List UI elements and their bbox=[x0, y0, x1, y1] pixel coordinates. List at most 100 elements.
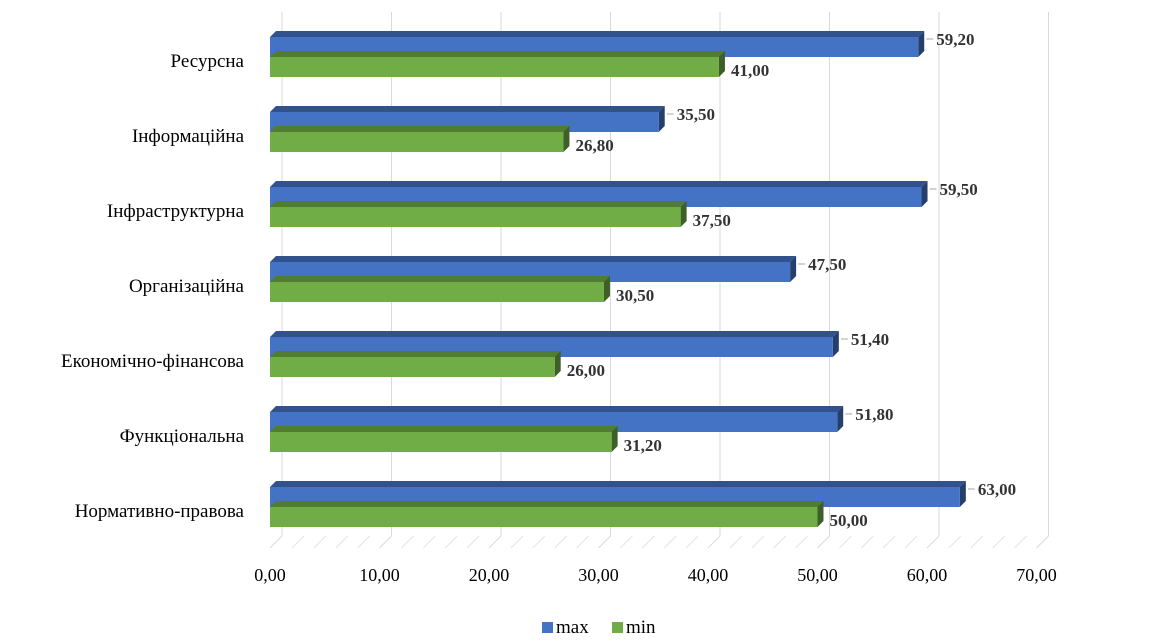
bar-side-min bbox=[680, 201, 687, 227]
bar-top-max bbox=[270, 256, 797, 262]
bar-side-min bbox=[817, 501, 824, 527]
bar-top-max bbox=[270, 181, 928, 187]
category-label: Інфраструктурна bbox=[107, 201, 245, 222]
legend: max min bbox=[542, 617, 656, 638]
bar-min bbox=[270, 282, 604, 302]
bar-top-max bbox=[270, 31, 925, 37]
bar-side-max bbox=[921, 181, 928, 207]
bar-top-min bbox=[270, 276, 610, 282]
bar-side-min bbox=[554, 351, 561, 377]
data-label-min: 30,50 bbox=[616, 286, 654, 305]
x-tick-labels: 0,00 10,00 20,00 30,00 40,00 50,00 60,00 70,00 bbox=[254, 565, 1057, 585]
gridline-floor-minor bbox=[685, 535, 699, 549]
gridline-floor-minor bbox=[532, 535, 546, 549]
gridline-floor-minor bbox=[401, 535, 414, 549]
bar-top-min bbox=[270, 426, 618, 432]
gridline-floor-minor bbox=[839, 535, 852, 549]
gridline-floor-minor bbox=[620, 535, 633, 549]
category-label: Інформаційна bbox=[132, 126, 245, 147]
gridline-floor-minor bbox=[357, 535, 370, 549]
gridline-floor-minor bbox=[992, 535, 1006, 549]
bar-side-max bbox=[832, 331, 839, 357]
bar-top-max bbox=[270, 106, 665, 112]
bar-top-max bbox=[270, 331, 839, 337]
gridline-floor-minor bbox=[948, 535, 962, 549]
data-label-max: 63,00 bbox=[978, 480, 1016, 499]
category-label: Ресурсна bbox=[171, 51, 245, 72]
gridline-floor-minor bbox=[335, 535, 349, 549]
legend-swatch-max bbox=[542, 622, 553, 633]
gridline-floor-minor bbox=[860, 535, 874, 549]
bar-top-min bbox=[270, 501, 824, 507]
gridline-floor-minor bbox=[970, 535, 984, 549]
bar-side-max bbox=[918, 31, 925, 57]
data-label-min: 31,20 bbox=[624, 436, 662, 455]
data-label-max: 35,50 bbox=[677, 105, 715, 124]
gridline-floor-minor bbox=[663, 535, 677, 549]
gridline-floor bbox=[926, 535, 940, 549]
gridline-floor bbox=[817, 535, 830, 549]
category-label: Нормативно-правова bbox=[75, 501, 245, 522]
gridline-floor-minor bbox=[751, 535, 765, 549]
x-tick-label: 50,00 bbox=[797, 565, 838, 585]
x-tick-label: 30,00 bbox=[578, 565, 619, 585]
data-label-max: 51,40 bbox=[851, 330, 889, 349]
bar-side-max bbox=[837, 406, 844, 432]
x-tick-label: 20,00 bbox=[469, 565, 510, 585]
gridline-floor-minor bbox=[904, 535, 918, 549]
gridline-floor-minor bbox=[882, 535, 896, 549]
bar-side-max bbox=[959, 481, 966, 507]
bars: 59,20 41,00 35,50 26,80 59,50 37,50 47,50 30,50… bbox=[270, 30, 1016, 530]
data-label-min: 41,00 bbox=[731, 61, 769, 80]
gridline-floor-minor bbox=[510, 535, 524, 549]
bar-side-max bbox=[658, 106, 665, 132]
gridline-floor-minor bbox=[576, 535, 589, 549]
data-label-max: 59,20 bbox=[936, 30, 974, 49]
x-tick-label: 60,00 bbox=[907, 565, 948, 585]
bar-top-min bbox=[270, 51, 725, 57]
bar-side-min bbox=[718, 51, 725, 77]
gridline-floor bbox=[598, 535, 611, 549]
bar-top-min bbox=[270, 126, 570, 132]
gridline-floor bbox=[707, 535, 721, 549]
gridline-floor-minor bbox=[641, 535, 655, 549]
gridline-floor bbox=[269, 535, 283, 549]
data-label-min: 37,50 bbox=[693, 211, 731, 230]
x-tick-label: 0,00 bbox=[254, 565, 286, 585]
data-label-max: 51,80 bbox=[855, 405, 893, 424]
category-labels: Ресурсна Інформаційна Інфраструктурна Орган… bbox=[61, 51, 245, 522]
bar-side-min bbox=[603, 276, 610, 302]
gridline-floor-minor bbox=[422, 535, 436, 549]
data-label-min: 26,00 bbox=[567, 361, 605, 380]
bar-top-max bbox=[270, 406, 844, 412]
bar-side-min bbox=[563, 126, 570, 152]
x-tick-label: 70,00 bbox=[1016, 565, 1057, 585]
data-label-min: 50,00 bbox=[830, 511, 868, 530]
gridline-floor-minor bbox=[1014, 535, 1027, 549]
gridline-floor-minor bbox=[291, 535, 305, 549]
x-tick-label: 10,00 bbox=[359, 565, 400, 585]
legend-label-max: max bbox=[556, 617, 589, 638]
legend-swatch-min bbox=[612, 622, 623, 633]
category-label: Економічно-фінансова bbox=[61, 351, 245, 372]
bar-min bbox=[270, 432, 612, 452]
data-label-max: 59,50 bbox=[940, 180, 978, 199]
data-label-min: 26,80 bbox=[575, 136, 613, 155]
legend-label-min: min bbox=[626, 617, 656, 638]
gridline-floor-minor bbox=[795, 535, 808, 549]
gridline-floor bbox=[488, 535, 502, 549]
bar-min bbox=[270, 132, 564, 152]
gridline-floor bbox=[379, 535, 392, 549]
bar-side-max bbox=[790, 256, 797, 282]
bar-min bbox=[270, 357, 555, 377]
bar-side-min bbox=[611, 426, 618, 452]
x-tick-label: 40,00 bbox=[688, 565, 729, 585]
gridline-floor-minor bbox=[554, 535, 568, 549]
data-label-max: 47,50 bbox=[808, 255, 846, 274]
gridline-floor-minor bbox=[466, 535, 480, 549]
bar-top-min bbox=[270, 351, 561, 357]
bar-min bbox=[270, 507, 818, 527]
gridline-floor-minor bbox=[729, 535, 743, 549]
bar-top-min bbox=[270, 201, 687, 207]
